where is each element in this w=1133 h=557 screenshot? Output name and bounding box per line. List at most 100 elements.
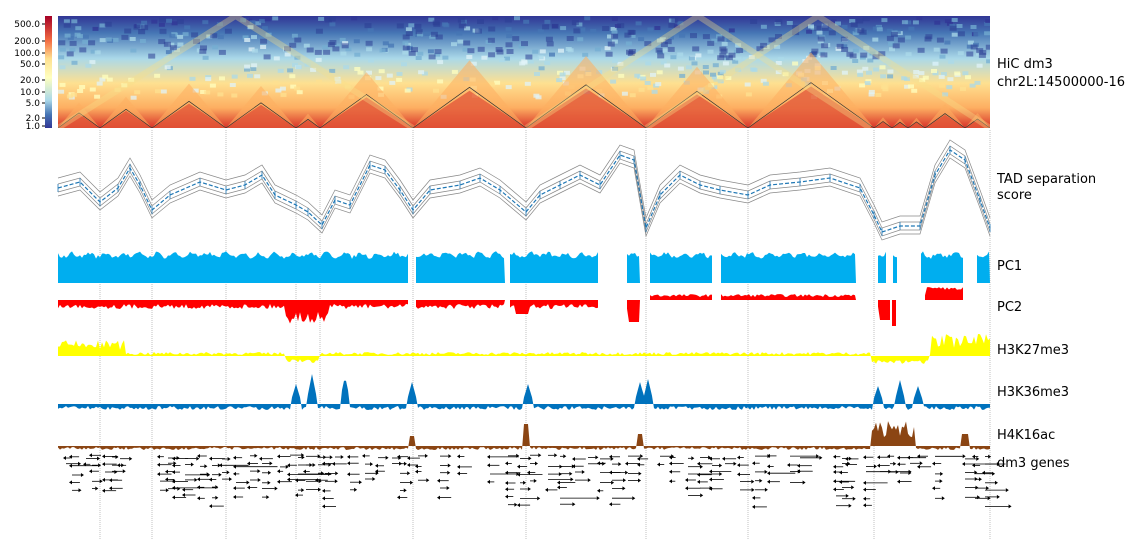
hic-cell-dark bbox=[605, 51, 613, 57]
gene-strand-arrow bbox=[322, 504, 325, 509]
hic-cell-dark bbox=[836, 43, 844, 49]
hic-tad-outline bbox=[924, 113, 966, 128]
gene-strand-arrow bbox=[632, 496, 636, 501]
colorbar-tick-label: 2.0 bbox=[26, 114, 41, 124]
gene-strand-arrow bbox=[596, 496, 600, 501]
gene-strand-arrow bbox=[569, 471, 573, 476]
hic-tad-core bbox=[226, 104, 296, 128]
hic-cell bbox=[670, 55, 677, 60]
hic-cell-dark bbox=[505, 42, 513, 48]
hic-tad-core bbox=[296, 120, 320, 128]
hic-cell bbox=[869, 51, 876, 56]
gene-strand-arrow bbox=[907, 455, 910, 460]
pc1-track bbox=[58, 251, 990, 283]
hic-cell bbox=[353, 39, 360, 44]
hic-cell bbox=[969, 83, 976, 88]
gene-strand-arrow bbox=[609, 470, 612, 475]
hic-cell-dark bbox=[495, 47, 503, 52]
hic-cell bbox=[296, 90, 303, 95]
gene-strand-arrow bbox=[699, 464, 703, 469]
gene-strand-arrow bbox=[487, 463, 490, 468]
hic-cell-dark bbox=[897, 37, 905, 43]
hic-cell bbox=[549, 52, 555, 57]
hic-cell bbox=[944, 40, 951, 45]
hic-cell bbox=[970, 25, 977, 29]
hic-cell-dark bbox=[949, 25, 957, 31]
gene-strand-arrow bbox=[733, 461, 737, 466]
hic-cell bbox=[841, 44, 848, 49]
gene-strand-arrow bbox=[247, 461, 250, 466]
hic-cell-dark bbox=[545, 36, 553, 42]
hic-cell bbox=[946, 21, 953, 26]
hic-cell bbox=[901, 20, 908, 25]
hic-cell bbox=[189, 76, 196, 81]
gene-strand-arrow bbox=[129, 456, 133, 461]
tad-score-line bbox=[57, 139, 991, 223]
pc2-area-negative bbox=[510, 300, 598, 314]
hic-cell-dark bbox=[138, 29, 146, 35]
hic-cell bbox=[882, 87, 889, 92]
hic-tad-core bbox=[874, 122, 892, 128]
pc2-area-negative bbox=[416, 300, 505, 309]
gene-strand-arrow bbox=[215, 485, 219, 490]
hic-cell bbox=[984, 22, 990, 26]
hic-cell bbox=[544, 19, 551, 24]
hic-cell-dark bbox=[736, 48, 744, 53]
hic-cell bbox=[240, 17, 247, 22]
hic-cell bbox=[177, 34, 184, 39]
hic-cell-dark bbox=[717, 36, 725, 42]
hic-cell bbox=[99, 38, 106, 43]
hic-cell bbox=[931, 69, 937, 73]
gene-strand-arrow bbox=[839, 480, 842, 484]
colorbar-tick-label: 200.0 bbox=[14, 37, 40, 47]
hic-cell bbox=[200, 90, 207, 94]
hic-cell bbox=[202, 55, 209, 60]
hic-cell bbox=[396, 71, 403, 76]
hic-tad-outline bbox=[58, 112, 101, 128]
hic-cell bbox=[679, 33, 686, 38]
hic-cell bbox=[329, 68, 336, 73]
hic-cell bbox=[735, 43, 742, 48]
hic-cell bbox=[521, 59, 528, 64]
hic-cell-dark bbox=[477, 19, 484, 24]
gene-strand-arrow bbox=[839, 470, 842, 475]
gene-strand-arrow bbox=[877, 455, 880, 460]
hic-tad-core bbox=[908, 122, 925, 128]
hic-cell bbox=[908, 26, 915, 31]
gene-strand-arrow bbox=[697, 479, 700, 484]
gene-strand-arrow bbox=[407, 471, 411, 476]
hic-cell bbox=[717, 79, 724, 84]
hic-cell-dark bbox=[512, 36, 520, 42]
gene-strand-arrow bbox=[182, 493, 185, 497]
hic-cell bbox=[673, 24, 680, 29]
hic-cell bbox=[192, 88, 199, 93]
colorbar: 500.0 200.0 100.050.0 20.0 10.05.0 2.01.0 bbox=[14, 16, 52, 132]
hic-cell bbox=[584, 16, 591, 21]
hic-cell bbox=[863, 45, 870, 50]
hic-cell bbox=[567, 48, 574, 53]
gene-strand-arrow bbox=[117, 463, 120, 468]
gene-strand-arrow bbox=[487, 479, 490, 484]
hic-cell bbox=[378, 69, 385, 74]
hic-cell bbox=[335, 79, 342, 84]
gene-strand-arrow bbox=[534, 461, 538, 466]
hic-cell bbox=[908, 84, 914, 89]
hic-cell bbox=[716, 75, 723, 80]
gene-strand-arrow bbox=[99, 479, 103, 484]
hic-cell bbox=[579, 28, 585, 33]
hic-cell bbox=[707, 49, 714, 54]
hic-cell-dark bbox=[878, 51, 886, 57]
gene-strand-arrow bbox=[877, 463, 880, 468]
gene-strand-arrow bbox=[227, 457, 231, 461]
hic-cell bbox=[334, 43, 341, 48]
hic-cell bbox=[106, 77, 113, 82]
gene-strand-arrow bbox=[527, 487, 531, 491]
hic-cell bbox=[130, 48, 137, 53]
hic-cell-dark bbox=[463, 40, 471, 46]
gene-strand-arrow bbox=[172, 456, 175, 461]
hic-cell bbox=[713, 77, 720, 82]
hic-cell bbox=[71, 60, 78, 65]
gene-strand-arrow bbox=[233, 486, 236, 491]
hic-cell-dark bbox=[892, 43, 900, 49]
hic-cell bbox=[942, 92, 949, 97]
